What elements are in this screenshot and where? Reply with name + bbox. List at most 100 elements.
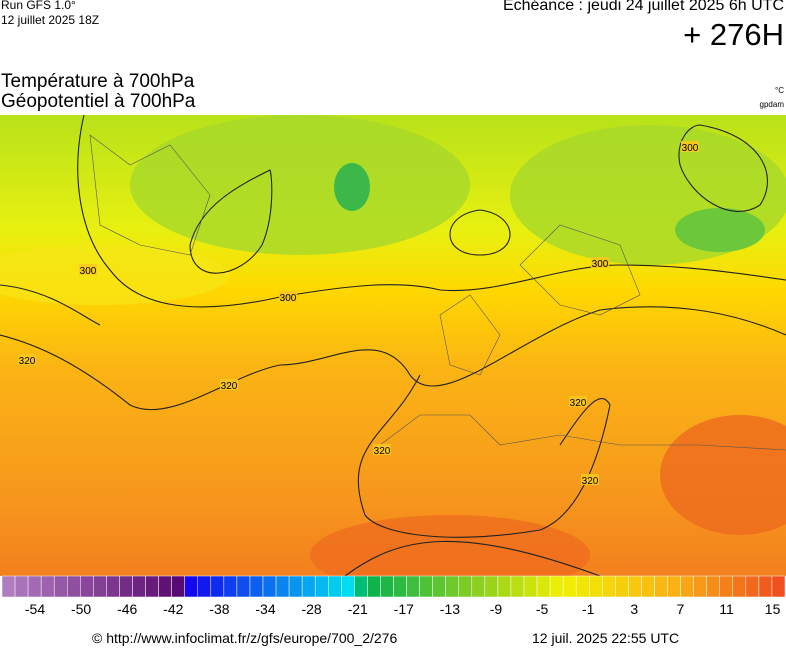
title-geopotential: Géopotentiel à 700hPa: [1, 91, 196, 112]
contour-label: 320: [221, 381, 238, 392]
colorbar-label: 15: [765, 601, 781, 617]
echeance: Echéance : jeudi 24 juillet 2025 6h UTC: [502, 0, 784, 14]
contour-label: 320: [570, 398, 587, 409]
contour-label: 300: [682, 143, 699, 154]
colorbar-label: -17: [394, 601, 414, 617]
contour-label: 300: [80, 266, 97, 277]
color-swatch: [706, 575, 721, 598]
color-swatch: [184, 575, 198, 598]
contour-label: 320: [582, 476, 599, 487]
contour-label-bg: [220, 379, 238, 390]
contour-closed: [449, 209, 511, 256]
color-swatch: [758, 575, 773, 598]
color-swatch: [27, 575, 42, 598]
mediterranean-coast: [379, 414, 786, 451]
color-swatch: [771, 575, 786, 598]
color-swatch: [197, 575, 212, 598]
color-swatch: [380, 575, 394, 598]
colorbar-label: -46: [117, 601, 137, 617]
colorbar: -54 -50 -46 -42 -38 -34 -28 -21 -17 -13 -9 -5 -1 3 7 11…: [1, 575, 786, 617]
contour-label-bg: [681, 141, 699, 152]
title-temperature: Température à 700hPa: [1, 71, 195, 92]
color-swatch: [53, 575, 68, 598]
contour-label: 300: [592, 259, 609, 270]
colorbar-label: 11: [719, 601, 734, 617]
color-swatch: [119, 575, 133, 598]
warm-area: [0, 245, 230, 305]
contour-label-bg: [373, 444, 391, 455]
colorbar-label: -38: [209, 601, 229, 617]
contour-320: [0, 306, 786, 411]
colorbar-label: 3: [630, 601, 638, 617]
cold-area: [130, 115, 470, 255]
color-swatch: [549, 575, 564, 598]
contour-label-bg: [279, 291, 297, 302]
colorbar-label: -13: [440, 601, 460, 617]
color-swatch: [223, 575, 238, 598]
color-swatch: [432, 575, 446, 598]
color-swatch: [680, 575, 694, 598]
colorbar-label: -50: [71, 601, 91, 617]
color-swatch: [341, 575, 355, 598]
color-swatch: [93, 575, 107, 598]
contour-label: 320: [374, 446, 391, 457]
run-date: 12 juillet 2025 18Z: [1, 13, 100, 27]
color-swatch: [745, 575, 760, 598]
color-swatch: [523, 575, 538, 598]
generated-time: 12 juil. 2025 22:55 UTC: [532, 630, 680, 646]
unit-temperature: °C: [775, 86, 784, 95]
color-swatch: [419, 575, 433, 598]
unit-geopotential: gpdam: [759, 100, 784, 109]
color-swatch: [484, 575, 499, 598]
contour-320: [357, 374, 611, 538]
colorbar-label: -34: [255, 601, 275, 617]
color-swatch: [40, 575, 55, 598]
colorbar-label: -54: [25, 601, 45, 617]
contour-label: 300: [280, 293, 297, 304]
color-swatch: [171, 575, 185, 598]
contour-label-bg: [581, 474, 599, 485]
color-swatch: [249, 575, 264, 598]
scandinavia: [519, 224, 641, 316]
color-swatch: [288, 575, 303, 598]
colorbar-label: -42: [163, 601, 183, 617]
color-swatch: [354, 575, 368, 598]
color-swatch: [458, 575, 473, 598]
color-swatch: [536, 575, 551, 598]
color-swatch: [406, 575, 420, 598]
color-swatch: [719, 575, 734, 598]
color-swatch: [275, 575, 290, 598]
colorbar-label: -21: [348, 601, 368, 617]
source-url: © http://www.infoclimat.fr/z/gfs/europe/…: [92, 630, 398, 646]
coastlines: [89, 134, 786, 451]
color-swatch: [67, 575, 81, 598]
run-label: Run GFS 1.0°: [1, 0, 76, 12]
color-swatch: [628, 575, 642, 598]
color-swatch: [367, 575, 381, 598]
contour-label-bg: [569, 396, 587, 407]
contour-closed: [189, 169, 273, 274]
color-swatch: [732, 575, 747, 598]
contour-label-bg: [18, 354, 36, 365]
color-swatch: [471, 575, 486, 598]
colorbar-label: 7: [677, 601, 685, 617]
cold-core: [675, 208, 765, 252]
contours: [0, 115, 786, 576]
color-swatch: [145, 575, 159, 598]
color-swatch: [210, 575, 225, 598]
color-swatch: [445, 575, 460, 598]
lead-time: + 276H: [683, 17, 784, 52]
color-swatch: [236, 575, 251, 598]
color-swatch: [393, 575, 407, 598]
color-swatch: [1, 575, 16, 598]
color-swatch: [314, 575, 329, 598]
color-swatch: [14, 575, 29, 598]
color-swatch: [80, 575, 94, 598]
color-swatch: [328, 575, 342, 598]
colorbar-label: -5: [536, 601, 549, 617]
greenland: [89, 134, 211, 256]
colorbar-label: -28: [301, 601, 321, 617]
colorbar-label: -9: [490, 601, 503, 617]
color-swatch: [106, 575, 120, 598]
